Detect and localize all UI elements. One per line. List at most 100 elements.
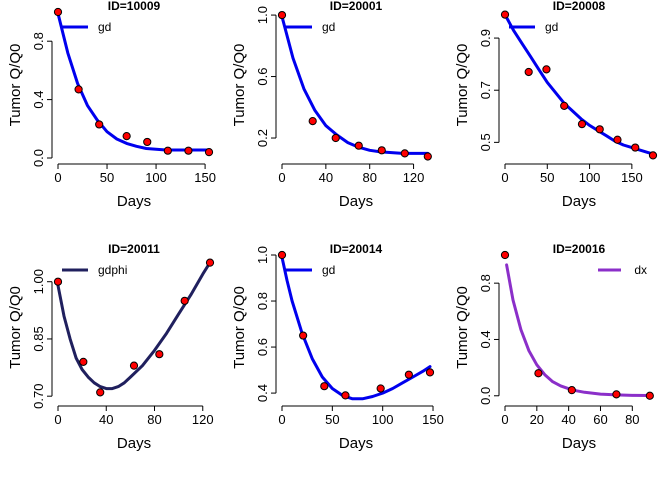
chart-panel-4: ID=20011 0 40 80 120 Days 0.70 0.85 1.00 Tumor Q/… xyxy=(7,242,215,452)
x-tick-label: 150 xyxy=(194,170,216,185)
y-tick-label: 0.85 xyxy=(31,326,46,351)
data-point xyxy=(423,152,432,161)
data-point xyxy=(79,357,88,366)
x-tick-label: 120 xyxy=(192,412,214,427)
chart-panel-6: ID=20016 0 20 40 60 80 Days 0.0 0.4 0.8 Tumor Q/Q0… xyxy=(454,242,654,452)
data-point xyxy=(320,382,329,391)
y-axis-label: Tumor Q/Q0 xyxy=(454,286,471,369)
data-point xyxy=(524,67,533,77)
chart-title: ID=10009 xyxy=(108,0,161,13)
y-tick-label: 0.4 xyxy=(31,91,46,109)
x-axis-label: Days xyxy=(339,193,373,210)
x-axis-label: Days xyxy=(339,435,373,452)
data-point xyxy=(645,391,654,400)
data-point xyxy=(560,101,569,110)
legend-label: gd xyxy=(98,20,111,34)
y-tick-label: 0.7 xyxy=(478,81,493,99)
y-tick-label: 0.9 xyxy=(478,29,493,47)
x-tick-label: 100 xyxy=(579,170,601,185)
fit-line-dx xyxy=(505,263,652,397)
y-tick-label: 0.2 xyxy=(255,129,270,147)
x-tick-label: 20 xyxy=(530,412,544,427)
y-axis-label: Tumor Q/Q0 xyxy=(454,44,471,127)
data-point xyxy=(500,250,510,260)
data-point xyxy=(143,137,152,147)
x-tick-label: 120 xyxy=(403,170,425,185)
data-point xyxy=(631,143,640,152)
x-tick-label: 40 xyxy=(561,412,575,427)
x-tick-label: 150 xyxy=(422,412,444,427)
data-point xyxy=(377,146,386,155)
legend-label: gd xyxy=(322,263,335,277)
y-tick-label: 1.00 xyxy=(31,269,46,294)
chart-title: ID=20014 xyxy=(330,242,383,256)
x-tick-label: 0 xyxy=(278,170,285,185)
data-point xyxy=(542,65,551,74)
x-tick-label: 50 xyxy=(540,170,554,185)
x-tick-label: 0 xyxy=(278,412,285,427)
data-point xyxy=(354,141,363,150)
x-axis-label: Days xyxy=(117,435,151,452)
data-point xyxy=(205,258,215,267)
x-tick-label: 60 xyxy=(593,412,607,427)
x-tick-label: 80 xyxy=(625,412,639,427)
data-point xyxy=(74,85,83,94)
legend-label: gdphi xyxy=(98,263,127,277)
data-point xyxy=(96,388,105,397)
y-tick-label: 1.0 xyxy=(255,6,270,24)
chart-title: ID=20011 xyxy=(108,242,160,256)
chart-panel-1: ID=10009 0 50 100 150 Days 0.0 0.4 0.8 Tumor Q/Q0… xyxy=(7,0,216,210)
data-point xyxy=(376,384,385,393)
data-point xyxy=(277,250,287,260)
chart-panel-2: ID=20001 0 40 80 120 Days 0.2 0.6 1.0 Tumor Q/Q0 g… xyxy=(231,0,432,210)
x-tick-label: 80 xyxy=(147,412,161,427)
x-tick-label: 0 xyxy=(54,412,61,427)
y-tick-label: 0.6 xyxy=(255,68,270,86)
fit-line-gd xyxy=(56,12,212,152)
x-axis-label: Days xyxy=(117,193,151,210)
x-tick-label: 0 xyxy=(501,170,508,185)
data-point xyxy=(122,132,131,141)
fit-line-gd xyxy=(503,13,655,156)
y-tick-label: 0.8 xyxy=(255,292,270,310)
fit-line-gd xyxy=(280,15,430,155)
x-tick-label: 40 xyxy=(99,412,113,427)
data-point xyxy=(500,10,510,19)
chart-panel-3: ID=20008 0 50 100 150 Days 0.5 0.7 0.9 Tumor Q/Q0… xyxy=(454,0,658,210)
y-tick-label: 0.6 xyxy=(255,338,270,356)
data-point xyxy=(567,386,576,395)
x-axis-label: Days xyxy=(562,435,596,452)
chart-panel-5: ID=20014 0 50 100 150 Days 0.4 0.6 0.8 1.0 Tumor Q… xyxy=(231,242,444,452)
data-point xyxy=(53,7,63,17)
y-axis-label: Tumor Q/Q0 xyxy=(231,44,248,127)
data-point xyxy=(595,125,604,134)
y-tick-label: 0.4 xyxy=(478,330,493,348)
y-tick-label: 0.0 xyxy=(31,149,46,167)
x-tick-label: 50 xyxy=(100,170,114,185)
data-point xyxy=(341,391,350,400)
y-tick-label: 0.5 xyxy=(478,133,493,151)
data-point xyxy=(404,370,413,379)
data-point xyxy=(613,135,622,144)
legend-label: dx xyxy=(634,263,647,277)
data-point xyxy=(204,148,214,157)
x-tick-label: 100 xyxy=(145,170,167,185)
data-point xyxy=(95,120,104,129)
y-tick-label: 0.70 xyxy=(31,384,46,409)
data-point xyxy=(308,117,317,126)
x-tick-label: 80 xyxy=(362,170,376,185)
data-point xyxy=(400,149,409,158)
data-point xyxy=(534,369,543,378)
chart-title: ID=20016 xyxy=(553,242,606,256)
fit-line-gdphi xyxy=(56,261,212,391)
y-tick-label: 0.8 xyxy=(31,32,46,50)
data-point xyxy=(180,296,189,305)
x-axis-label: Days xyxy=(562,193,596,210)
legend-label: gd xyxy=(322,20,335,34)
data-point xyxy=(299,331,308,340)
y-axis-label: Tumor Q/Q0 xyxy=(7,286,24,369)
data-point xyxy=(184,146,193,155)
y-tick-label: 1.0 xyxy=(255,246,270,264)
x-tick-label: 0 xyxy=(501,412,508,427)
